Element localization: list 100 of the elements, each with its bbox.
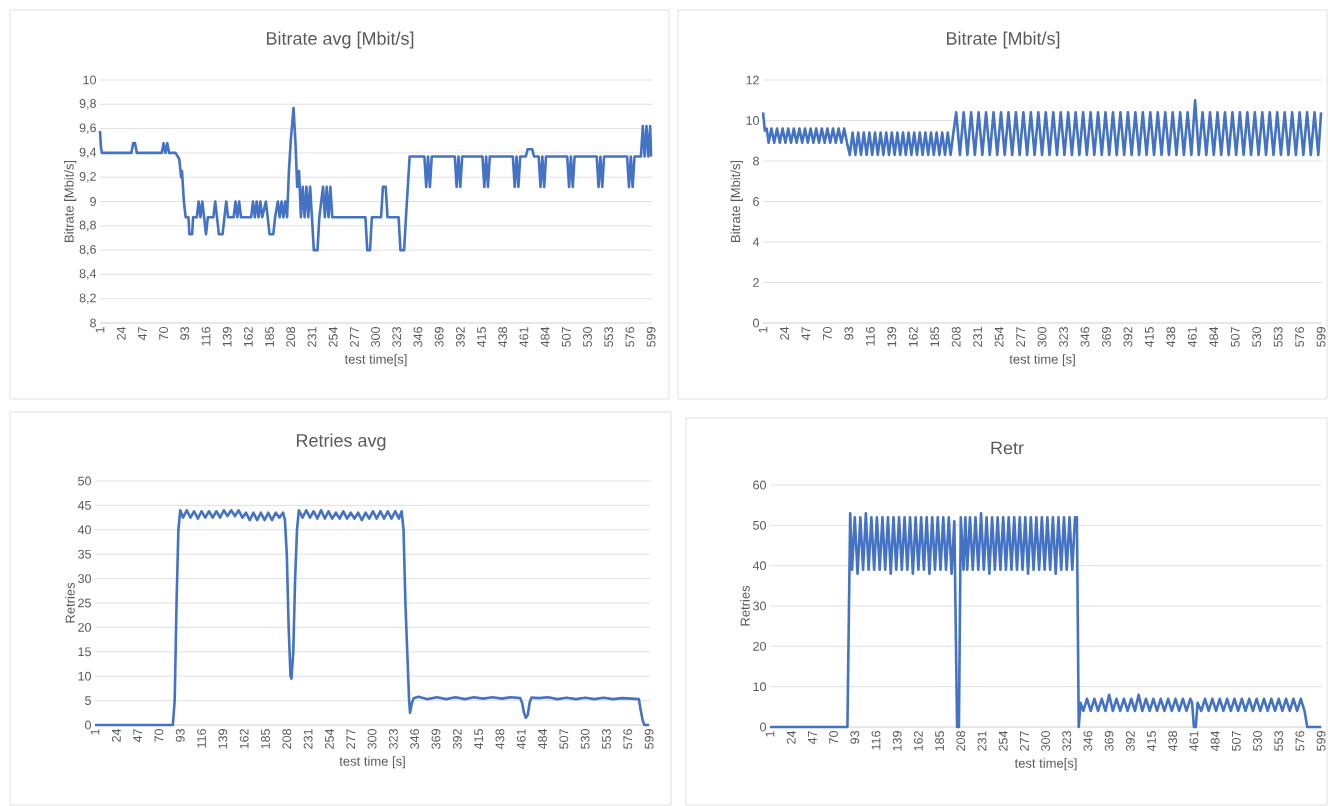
x-tick-label: 185 bbox=[265, 327, 274, 347]
x-tick-label: 369 bbox=[1104, 731, 1114, 751]
chart-title: Retr bbox=[991, 441, 1024, 455]
y-tick-label: 9,2 bbox=[79, 172, 96, 183]
x-tick-label: 24 bbox=[786, 730, 796, 744]
x-tick-label: 185 bbox=[935, 731, 944, 751]
x-tick-label: 1 bbox=[95, 327, 105, 333]
chart-title: Bitrate [Mbit/s] bbox=[946, 31, 1060, 49]
x-tick-label: 231 bbox=[307, 327, 317, 347]
x-tick-label: 47 bbox=[138, 327, 147, 341]
x-tick-label: 484 bbox=[1210, 730, 1220, 752]
y-tick-label: 30 bbox=[78, 574, 91, 584]
x-tick-label: 392 bbox=[1125, 731, 1135, 751]
x-tick-label: 70 bbox=[159, 327, 169, 340]
x-tick-label: 93 bbox=[850, 731, 860, 744]
x-tick-label: 553 bbox=[1274, 731, 1284, 751]
x-tick-label: 576 bbox=[625, 327, 635, 347]
x-tick-label: 47 bbox=[808, 731, 817, 745]
x-tick-label: 254 bbox=[994, 326, 1004, 347]
x-tick-label: 484 bbox=[540, 326, 550, 348]
x-tick-label: 116 bbox=[201, 327, 211, 346]
x-tick-label: 530 bbox=[580, 729, 590, 749]
x-tick-label: 392 bbox=[452, 729, 462, 749]
x-tick-label: 185 bbox=[930, 327, 940, 347]
x-tick-label: 507 bbox=[559, 729, 569, 749]
x-tick-label: 47 bbox=[133, 729, 142, 743]
x-tick-label: 346 bbox=[1080, 327, 1090, 347]
x-tick-label: 346 bbox=[413, 327, 423, 347]
x-tick-label: 553 bbox=[604, 327, 614, 347]
x-tick-label: 553 bbox=[1273, 327, 1283, 347]
y-tick-label: 25 bbox=[78, 598, 91, 608]
x-tick-label: 346 bbox=[1083, 731, 1093, 751]
x-tick-label: 530 bbox=[1253, 731, 1262, 751]
x-tick-label: 484 bbox=[538, 728, 547, 750]
x-tick-label: 93 bbox=[844, 327, 854, 340]
y-tick-label: 15 bbox=[78, 647, 91, 657]
x-tick-label: 162 bbox=[908, 327, 918, 347]
x-tick-label: 254 bbox=[998, 730, 1008, 751]
x-tick-label: 300 bbox=[371, 327, 380, 347]
y-tick-label: 0 bbox=[85, 720, 91, 730]
y-tick-label: 4 bbox=[752, 237, 760, 247]
x-tick-label: 507 bbox=[1230, 327, 1240, 347]
x-tick-label: 438 bbox=[495, 729, 505, 750]
y-tick-label: 2 bbox=[753, 278, 759, 287]
x-tick-label: 116 bbox=[197, 729, 206, 748]
x-tick-label: 415 bbox=[1145, 327, 1154, 348]
y-tick-label: 40 bbox=[77, 525, 91, 535]
x-tick-label: 415 bbox=[477, 327, 486, 348]
x-tick-label: 139 bbox=[222, 327, 232, 347]
x-tick-label: 599 bbox=[644, 729, 654, 749]
x-tick-label: 392 bbox=[455, 327, 465, 347]
x-tick-label: 461 bbox=[516, 729, 526, 750]
x-tick-label: 507 bbox=[561, 327, 571, 347]
x-tick-label: 231 bbox=[303, 729, 313, 749]
x-tick-label: 162 bbox=[239, 729, 249, 749]
y-axis-title: Retries bbox=[740, 585, 750, 626]
x-tick-label: 254 bbox=[324, 728, 334, 749]
x-tick-label: 438 bbox=[1166, 327, 1176, 348]
x-tick-label: 139 bbox=[887, 327, 897, 347]
chart-title: Retries avg bbox=[296, 433, 386, 451]
x-tick-label: 277 bbox=[349, 327, 359, 347]
x-tick-label: 24 bbox=[116, 326, 126, 340]
x-tick-label: 1 bbox=[90, 729, 100, 735]
chart-title: Bitrate avg [Mbit/s] bbox=[266, 31, 414, 49]
x-tick-label: 323 bbox=[1059, 327, 1068, 347]
x-tick-label: 576 bbox=[1295, 731, 1305, 751]
x-tick-label: 484 bbox=[1209, 326, 1219, 348]
x-tick-label: 323 bbox=[392, 327, 402, 347]
x-tick-label: 461 bbox=[1189, 731, 1199, 752]
y-tick-label: 9,6 bbox=[79, 123, 96, 134]
x-tick-label: 576 bbox=[623, 729, 633, 749]
x-tick-label: 24 bbox=[780, 326, 789, 340]
y-tick-label: 6 bbox=[753, 197, 759, 206]
y-tick-label: 10 bbox=[746, 116, 759, 125]
y-tick-label: 8,8 bbox=[79, 220, 96, 231]
x-axis-title: test time [s] bbox=[1009, 354, 1075, 367]
y-tick-label: 30 bbox=[753, 601, 766, 611]
x-tick-label: 346 bbox=[410, 729, 420, 749]
y-axis-title: Retries bbox=[65, 582, 75, 623]
y-tick-label: 35 bbox=[78, 549, 91, 559]
x-tick-label: 139 bbox=[218, 729, 228, 749]
x-tick-label: 139 bbox=[892, 731, 902, 751]
y-tick-label: 10 bbox=[753, 682, 766, 692]
x-tick-label: 70 bbox=[822, 327, 832, 340]
y-tick-label: 9,8 bbox=[79, 99, 96, 110]
x-tick-label: 208 bbox=[282, 729, 292, 749]
y-tick-label: 50 bbox=[78, 476, 91, 486]
x-tick-label: 116 bbox=[871, 731, 881, 750]
x-tick-label: 93 bbox=[175, 729, 185, 742]
x-tick-label: 70 bbox=[829, 731, 839, 744]
x-tick-label: 576 bbox=[1295, 327, 1305, 347]
x-tick-label: 300 bbox=[367, 729, 377, 749]
x-tick-label: 277 bbox=[346, 729, 356, 749]
y-tick-label: 8,6 bbox=[79, 244, 96, 256]
x-tick-label: 438 bbox=[498, 327, 508, 348]
x-tick-label: 438 bbox=[1168, 731, 1178, 752]
x-tick-label: 369 bbox=[1102, 327, 1111, 347]
x-tick-label: 116 bbox=[865, 327, 875, 346]
x-tick-label: 208 bbox=[951, 327, 961, 347]
y-tick-label: 12 bbox=[746, 75, 759, 85]
